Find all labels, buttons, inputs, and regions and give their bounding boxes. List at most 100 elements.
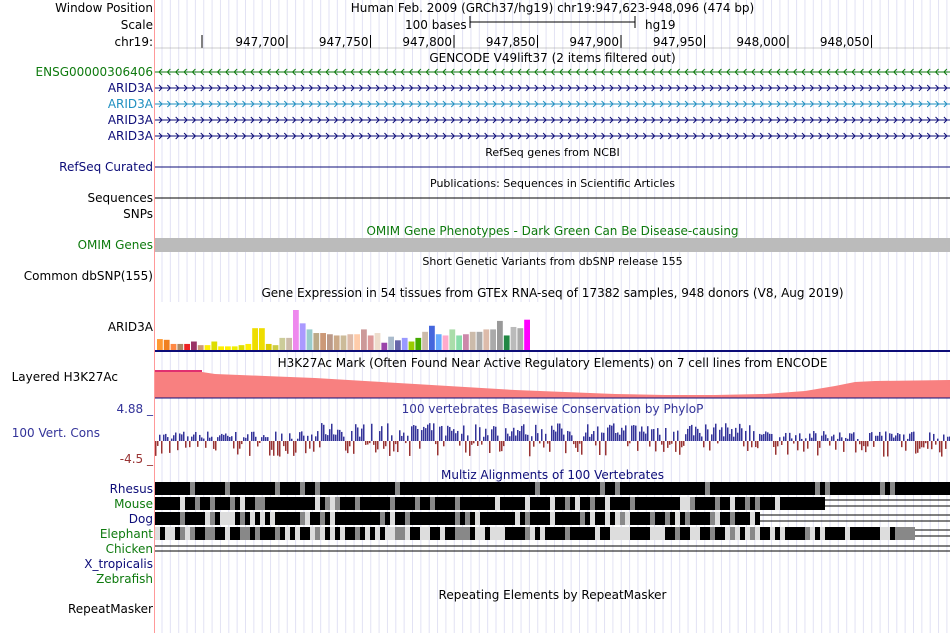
alignment-block [565,482,570,495]
alignment-block [625,497,630,510]
strand-chevron [667,116,673,124]
track-image-area[interactable]: Human Feb. 2009 (GRCh37/hg19) chr19:947,… [155,0,950,633]
strand-chevron [367,68,372,76]
cons-score-bar [163,434,165,441]
alignment-block [625,512,630,525]
cons-score-bar [251,431,253,441]
h3k27ac-title: H3K27Ac Mark (Often Found Near Active Re… [277,356,828,370]
strand-chevron [609,68,614,76]
strand-chevron [400,100,405,108]
cons-score-bar [233,441,235,449]
alignment-block [565,497,570,510]
omim-title: OMIM Gene Phenotypes - Dark Green Can Be… [366,224,739,238]
strand-chevron [834,100,840,108]
strand-chevron [392,100,397,108]
multiz-species-x-tropicalis[interactable]: X_tropicalis [84,557,153,571]
strand-chevron [317,100,322,108]
gtex-tissue-bar [218,346,224,350]
cons-score-bar [283,441,285,447]
strand-chevron [943,116,948,124]
multiz-species-rhesus[interactable]: Rhesus [109,482,153,496]
alignment-block [340,497,345,510]
gencode-item-label-4[interactable]: ARID3A [107,129,153,143]
cons-score-bar [291,438,293,441]
refseq-track-label[interactable]: RefSeq Curated [59,160,153,174]
strand-chevron [650,68,656,76]
alignment-block [565,512,570,525]
alignment-block [230,497,235,510]
cons-score-bar [569,431,571,441]
strand-chevron [500,100,506,108]
alignment-block [160,512,165,525]
cons-track-label[interactable]: 100 Vert. Cons [11,426,100,440]
multiz-species-chicken[interactable]: Chicken [105,542,153,556]
alignment-block [465,497,470,510]
multiz-species-elephant[interactable]: Elephant [99,527,153,541]
cons-score-bar [639,431,641,441]
gtex-gene-label[interactable]: ARID3A [107,320,153,334]
alignment-block [680,512,685,525]
repeatmasker-track-label[interactable]: RepeatMasker [67,602,153,616]
alignment-block [355,527,360,540]
strand-chevron [242,116,247,124]
strand-chevron [250,132,255,140]
publications-track-label[interactable]: Sequences [87,191,153,205]
alignment-block [780,497,785,510]
strand-chevron [726,116,731,124]
alignment-block [735,512,740,525]
gtex-tissue-bar [177,343,184,350]
strand-chevron [776,84,781,92]
alignment-block [180,512,185,525]
alignment-block [755,512,760,525]
alignment-block [835,482,840,495]
cons-score-bar [245,437,247,441]
cons-score-bar [249,441,251,456]
alignment-block [595,497,600,510]
alignment-block [370,527,375,540]
gencode-item-label-1[interactable]: ARID3A [107,81,153,95]
alignment-block [420,527,425,540]
alignment-block [240,527,245,540]
cons-score-bar [649,441,651,447]
cons-score-bar [775,441,777,455]
cons-score-bar [837,438,839,441]
alignment-block [670,482,675,495]
strand-chevron [417,68,422,76]
alignment-block [345,497,350,510]
omim-track-label[interactable]: OMIM Genes [77,238,153,252]
strand-chevron [617,116,622,124]
cons-score-bar [591,434,593,441]
cons-score-bar [779,437,781,441]
strand-chevron [467,68,472,76]
alignment-block [585,482,590,495]
cons-score-bar [539,441,541,444]
cons-score-bar [257,441,259,447]
cons-score-bar [801,438,803,441]
strand-chevron [492,116,497,124]
alignment-block [525,512,530,525]
alignment-block [405,482,410,495]
strand-chevron [617,100,622,108]
gencode-item-label-3[interactable]: ARID3A [107,113,153,127]
gtex-tissue-bar [381,342,388,350]
alignment-block [170,527,175,540]
cons-score-bar [497,435,499,441]
chrom-label: chr19: [114,35,153,49]
gtex-tissue-bar [442,335,449,350]
gencode-item-label-0[interactable]: ENSG00000306406 [35,65,153,79]
multiz-species-mouse[interactable]: Mouse [114,497,153,511]
gtex-tissue-bar [401,337,408,350]
h3k27ac-track-label[interactable]: Layered H3K27Ac [11,370,118,384]
cons-score-bar [381,426,383,441]
cons-score-bar [941,441,943,457]
gencode-item-label-2[interactable]: ARID3A [107,97,153,111]
alignment-block [315,497,320,510]
cons-score-bar [305,441,307,454]
snps-track-label[interactable]: SNPs [123,207,153,221]
strand-chevron [475,68,480,76]
multiz-species-dog[interactable]: Dog [128,512,153,526]
dbsnp-track-label[interactable]: Common dbSNP(155) [23,269,153,283]
alignment-block [185,512,190,525]
strand-chevron [325,68,330,76]
multiz-species-zebrafish[interactable]: Zebrafish [96,572,153,586]
